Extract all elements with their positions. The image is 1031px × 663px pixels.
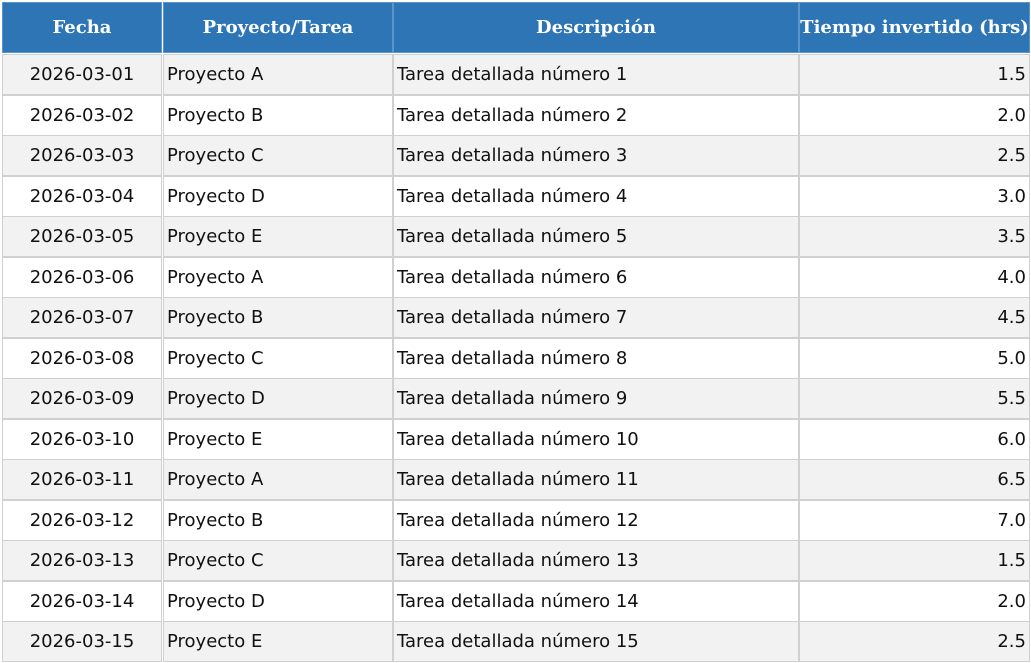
header-cell: Descripción xyxy=(393,2,799,53)
date-cell: 2026-03-09 xyxy=(2,378,162,419)
description-cell: Tarea detallada número 4 xyxy=(393,175,799,217)
date-cell: 2026-03-14 xyxy=(2,580,162,622)
description-cell: Tarea detallada número 1 xyxy=(393,54,799,95)
header-cell: Fecha xyxy=(2,2,162,53)
date-cell: 2026-03-06 xyxy=(2,256,162,298)
project-cell: Proyecto D xyxy=(163,580,393,622)
project-cell: Proyecto C xyxy=(163,337,393,379)
hours-cell: 2.0 xyxy=(799,94,1030,136)
hours-cell: 3.5 xyxy=(799,216,1030,257)
hours-cell: 4.0 xyxy=(799,256,1030,298)
project-cell: Proyecto A xyxy=(163,54,393,95)
description-cell: Tarea detallada número 15 xyxy=(393,621,799,662)
date-cell: 2026-03-15 xyxy=(2,621,162,662)
project-cell: Proyecto A xyxy=(163,256,393,298)
header-cell: Tiempo invertido (hrs) xyxy=(799,2,1030,53)
date-cell: 2026-03-04 xyxy=(2,175,162,217)
project-cell: Proyecto B xyxy=(163,499,393,541)
description-cell: Tarea detallada número 14 xyxy=(393,580,799,622)
description-cell: Tarea detallada número 3 xyxy=(393,135,799,176)
project-cell: Proyecto E xyxy=(163,621,393,662)
project-cell: Proyecto E xyxy=(163,216,393,257)
hours-cell: 1.5 xyxy=(799,540,1030,581)
date-cell: 2026-03-05 xyxy=(2,216,162,257)
description-cell: Tarea detallada número 12 xyxy=(393,499,799,541)
description-cell: Tarea detallada número 11 xyxy=(393,459,799,500)
project-cell: Proyecto B xyxy=(163,94,393,136)
hours-cell: 7.0 xyxy=(799,499,1030,541)
date-cell: 2026-03-03 xyxy=(2,135,162,176)
date-cell: 2026-03-12 xyxy=(2,499,162,541)
date-cell: 2026-03-11 xyxy=(2,459,162,500)
project-cell: Proyecto A xyxy=(163,459,393,500)
hours-cell: 6.0 xyxy=(799,418,1030,460)
date-cell: 2026-03-10 xyxy=(2,418,162,460)
description-cell: Tarea detallada número 9 xyxy=(393,378,799,419)
date-cell: 2026-03-08 xyxy=(2,337,162,379)
project-cell: Proyecto D xyxy=(163,175,393,217)
description-cell: Tarea detallada número 10 xyxy=(393,418,799,460)
description-cell: Tarea detallada número 2 xyxy=(393,94,799,136)
description-cell: Tarea detallada número 8 xyxy=(393,337,799,379)
hours-cell: 2.0 xyxy=(799,580,1030,622)
date-cell: 2026-03-07 xyxy=(2,297,162,338)
description-cell: Tarea detallada número 5 xyxy=(393,216,799,257)
description-cell: Tarea detallada número 13 xyxy=(393,540,799,581)
project-cell: Proyecto C xyxy=(163,540,393,581)
date-cell: 2026-03-13 xyxy=(2,540,162,581)
date-cell: 2026-03-02 xyxy=(2,94,162,136)
hours-cell: 6.5 xyxy=(799,459,1030,500)
hours-cell: 2.5 xyxy=(799,135,1030,176)
project-cell: Proyecto E xyxy=(163,418,393,460)
header-cell: Proyecto/Tarea xyxy=(163,2,393,53)
hours-cell: 4.5 xyxy=(799,297,1030,338)
hours-cell: 5.5 xyxy=(799,378,1030,419)
hours-cell: 5.0 xyxy=(799,337,1030,379)
project-cell: Proyecto C xyxy=(163,135,393,176)
date-cell: 2026-03-01 xyxy=(2,54,162,95)
description-cell: Tarea detallada número 6 xyxy=(393,256,799,298)
hours-cell: 3.0 xyxy=(799,175,1030,217)
hours-cell: 2.5 xyxy=(799,621,1030,662)
hours-cell: 1.5 xyxy=(799,54,1030,95)
description-cell: Tarea detallada número 7 xyxy=(393,297,799,338)
project-cell: Proyecto D xyxy=(163,378,393,419)
project-cell: Proyecto B xyxy=(163,297,393,338)
